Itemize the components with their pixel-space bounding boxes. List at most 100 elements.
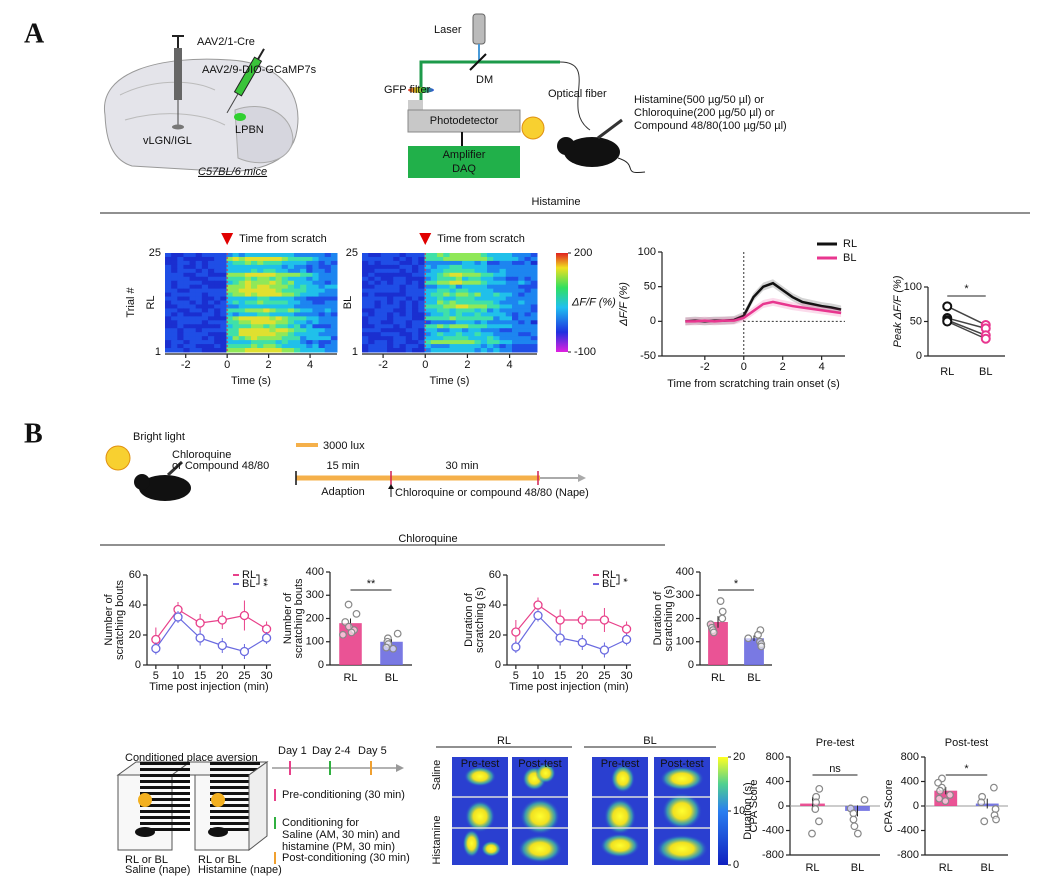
- heatmap-cell: [306, 276, 313, 282]
- heatmap-cell: [208, 280, 215, 286]
- heatmap-cell: [208, 304, 215, 309]
- heatmap-cell: [195, 272, 203, 278]
- heatmap-cell: [165, 336, 172, 341]
- heatmap-cell: [443, 348, 450, 353]
- heatmap-cell: [499, 308, 507, 313]
- heatmap-cell: [177, 272, 184, 278]
- y-axis-label: Duration of: [463, 592, 475, 647]
- heatmap-cell: [294, 332, 301, 337]
- heatmap-cell: [201, 260, 209, 266]
- heatmap-cell: [226, 253, 234, 258]
- heatmap-cell: [424, 296, 432, 302]
- x-tick-label: BL: [747, 672, 760, 684]
- heatmap-cell: [189, 272, 197, 278]
- heatmap-cell: [189, 316, 197, 321]
- heatmap-cell: [324, 276, 332, 282]
- heatmap-cell: [387, 272, 394, 278]
- heatmap-cell: [269, 340, 277, 345]
- heatmap-cell: [177, 328, 184, 333]
- y-tick-label: 0: [318, 659, 324, 671]
- heatmap-cell: [220, 300, 227, 305]
- heatmap-cell: [493, 336, 500, 341]
- heatmap-cell: [468, 312, 475, 317]
- heatmap-cell: [512, 332, 519, 337]
- x-tick-label: 2: [464, 359, 470, 371]
- heatmap-cell: [312, 284, 320, 290]
- label: Conditioning for: [282, 817, 359, 829]
- point: [980, 817, 989, 826]
- heatmap-cell: [499, 288, 507, 294]
- heatmap-cell: [530, 253, 538, 258]
- heatmap-cell: [232, 280, 240, 286]
- heatmap-cell: [244, 272, 252, 278]
- heatmap-cell: [244, 308, 252, 313]
- y-tick-label: 400: [901, 775, 919, 787]
- heatmap-cell: [524, 292, 532, 298]
- heatmap-cell: [220, 256, 227, 262]
- heatmap-cell: [512, 340, 519, 345]
- heatmap-cell: [324, 344, 332, 349]
- heatmap-cell: [443, 288, 450, 294]
- heatmap-cell: [238, 284, 246, 290]
- heatmap-cell: [487, 260, 494, 266]
- heatmap-cell: [306, 288, 313, 294]
- heatmap-cell: [189, 280, 197, 286]
- heatmap-cell: [220, 288, 227, 294]
- heatmap-cell: [368, 272, 375, 278]
- heatmap-cell: [294, 253, 301, 258]
- heatmap-cell: [183, 253, 191, 258]
- heatmap-cell: [251, 316, 258, 321]
- heatmap-cell: [251, 332, 258, 337]
- heatmap-cell: [171, 288, 178, 294]
- drug-label: Histamine(500 µg/50 µl) or: [634, 94, 764, 106]
- heatmap-cell: [287, 276, 295, 282]
- heatmap-cell: [443, 308, 450, 313]
- heatmap-cell: [368, 324, 375, 329]
- heatmap-cell: [468, 272, 475, 278]
- heatmap-cell: [437, 340, 444, 345]
- heatmap-cell: [480, 304, 488, 309]
- heatmap-cell: [380, 264, 388, 270]
- heatmap-cell: [238, 344, 246, 349]
- heatmap-cell: [462, 336, 469, 341]
- heatmap-cell: [226, 332, 234, 337]
- heatmap-cell: [214, 260, 221, 266]
- heatmap-cell: [294, 328, 301, 333]
- series-line: [155, 616, 267, 653]
- heatmap-cell: [374, 268, 382, 274]
- heatmap-cell: [232, 344, 240, 349]
- heatmap-cell: [449, 336, 457, 341]
- heatmap-cell: [306, 304, 313, 309]
- marker: [621, 624, 632, 634]
- heatmap-cell: [201, 340, 209, 345]
- x-axis-label: Time post injection (min): [149, 681, 268, 693]
- label: Conditioned place aversion: [125, 752, 258, 764]
- heatmap-cell: [380, 324, 388, 329]
- label: histamine (PM, 30 min): [282, 841, 395, 853]
- heatmap-cell: [449, 300, 457, 305]
- heatmap-cell: [244, 340, 252, 345]
- heatmap-cell: [449, 312, 457, 317]
- y-tick-label: 300: [676, 589, 694, 601]
- heatmap-cell: [474, 292, 482, 298]
- heatmap-cell: [269, 324, 277, 329]
- drug-label: Chloroquine(200 µg/50 µl) or: [634, 107, 775, 119]
- heatmap-cell: [412, 288, 419, 294]
- marker: [151, 634, 161, 645]
- heatmap-cell: [505, 260, 513, 266]
- point: [339, 630, 347, 639]
- heatmap-cell: [201, 253, 209, 258]
- heatmap-cell: [387, 328, 394, 333]
- setup-label: GFP filter: [384, 84, 431, 96]
- heatmap-cell: [201, 332, 209, 337]
- heatmap-cell: [275, 344, 283, 349]
- heatmap-cell: [505, 276, 513, 282]
- heatmap-cell: [330, 344, 338, 349]
- heatmap-cell: [220, 344, 227, 349]
- heatmap-cell: [263, 284, 270, 290]
- heatmap-cell: [269, 256, 277, 262]
- marker: [217, 640, 227, 651]
- heatmap-cell: [530, 324, 538, 329]
- heatmap-cell: [362, 344, 369, 349]
- y-tick-label: -400: [762, 824, 784, 836]
